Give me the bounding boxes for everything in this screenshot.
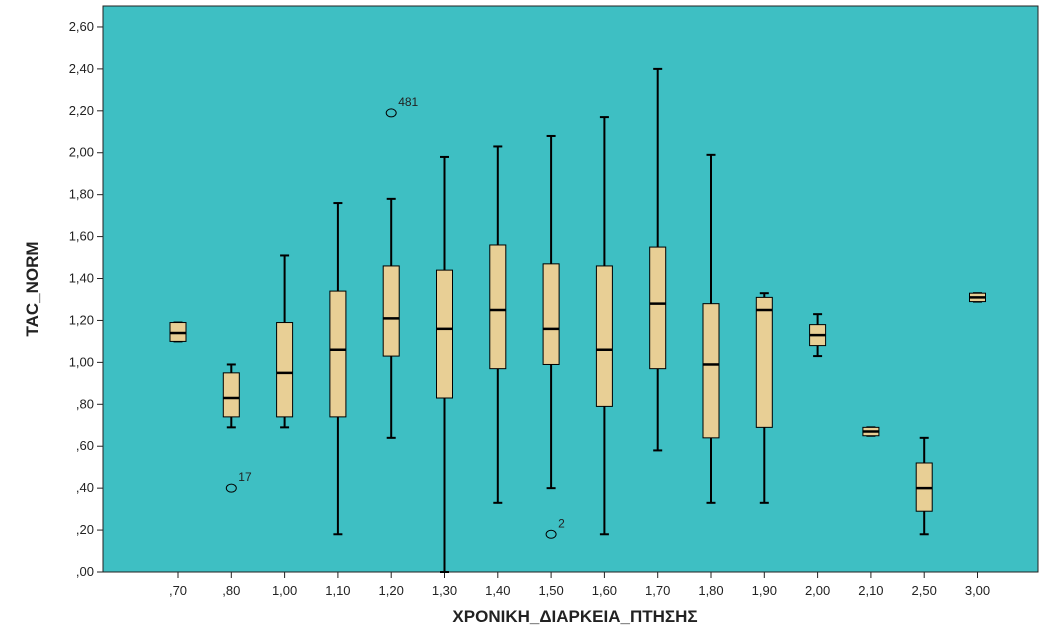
box-1_60 — [595, 116, 613, 536]
y-tick-label: 1,40 — [69, 271, 94, 286]
box-iqr — [755, 296, 773, 428]
x-tick-label: 1,00 — [272, 583, 297, 598]
y-tick-label: ,60 — [76, 438, 94, 453]
outlier-label: 481 — [398, 95, 418, 109]
box-_80 — [222, 363, 240, 429]
x-tick-label: 1,70 — [645, 583, 670, 598]
box-series — [169, 67, 986, 573]
box-iqr — [276, 322, 294, 418]
outlier-point — [385, 108, 397, 118]
y-tick-label: 1,60 — [69, 229, 94, 244]
y-tick-label: 1,80 — [69, 187, 94, 202]
plot-area — [102, 5, 1039, 573]
y-tick-label: 1,00 — [69, 354, 94, 369]
y-axis-title: TAC_NORM — [23, 241, 42, 336]
x-tick-label: 3,00 — [965, 583, 990, 598]
box-1_40 — [489, 145, 507, 504]
x-tick-label: 2,50 — [912, 583, 937, 598]
box-1_20 — [382, 197, 400, 439]
box-iqr — [329, 290, 347, 418]
box-iqr — [222, 372, 240, 418]
box-2_50 — [915, 436, 933, 536]
box-iqr — [489, 244, 507, 370]
y-tick-label: 2,60 — [69, 19, 94, 34]
x-tick-label: 2,00 — [805, 583, 830, 598]
box-iqr — [649, 246, 667, 370]
box-iqr — [702, 303, 720, 439]
x-axis-title: ΧΡΟΝΙΚΗ_ΔΙΑΡΚΕΙΑ_ΠΤΗΣΗΣ — [452, 607, 697, 626]
outlier-series: 481 17 2 — [225, 95, 565, 539]
y-tick-label: 1,20 — [69, 312, 94, 327]
y-tick-label: 2,20 — [69, 103, 94, 118]
x-tick-label: 1,60 — [592, 583, 617, 598]
box-iqr — [595, 265, 613, 407]
box-iqr — [382, 265, 400, 357]
outlier-point — [225, 483, 237, 493]
box-_70 — [169, 321, 187, 343]
box-3_00 — [969, 292, 986, 303]
box-2_00 — [809, 313, 827, 358]
box-iqr — [542, 263, 560, 365]
outlier-label: 17 — [238, 470, 252, 484]
box-1_70 — [649, 67, 667, 452]
y-tick-label: ,20 — [76, 522, 94, 537]
x-tick-label: 2,10 — [858, 583, 883, 598]
outlier-point — [545, 529, 557, 539]
y-tick-label: 2,40 — [69, 61, 94, 76]
x-tick-label: 1,90 — [752, 583, 777, 598]
y-tick-label: ,80 — [76, 396, 94, 411]
box-1_10 — [329, 202, 347, 536]
box-1_00 — [276, 254, 294, 429]
x-tick-label: 1,40 — [485, 583, 510, 598]
x-tick-label: 1,80 — [698, 583, 723, 598]
box-1_50 — [542, 134, 560, 490]
x-tick-label: 1,30 — [432, 583, 457, 598]
y-tick-label: 2,00 — [69, 145, 94, 160]
box-1_90 — [755, 292, 773, 504]
x-tick-label: ,80 — [222, 583, 240, 598]
x-axis: ,70 ,80 1,00 1,10 1,20 1,30 1,40 1,50 1,60 1,70 1,… — [103, 571, 1038, 598]
box-1_80 — [702, 153, 720, 504]
box-1_30 — [436, 155, 453, 573]
x-tick-label: 1,20 — [379, 583, 404, 598]
x-tick-label: 1,10 — [325, 583, 350, 598]
outlier-label: 2 — [558, 516, 565, 530]
box-2_10 — [862, 426, 880, 437]
x-tick-label: ,70 — [169, 583, 187, 598]
box-iqr — [436, 269, 453, 399]
x-tick-label: 1,50 — [538, 583, 563, 598]
y-axis: ,00 ,20 ,40 ,60 ,80 1,00 1,20 1,40 1,60 1,80 2,00 2… — [69, 6, 104, 579]
y-tick-label: ,40 — [76, 480, 94, 495]
y-tick-label: ,00 — [76, 564, 94, 579]
